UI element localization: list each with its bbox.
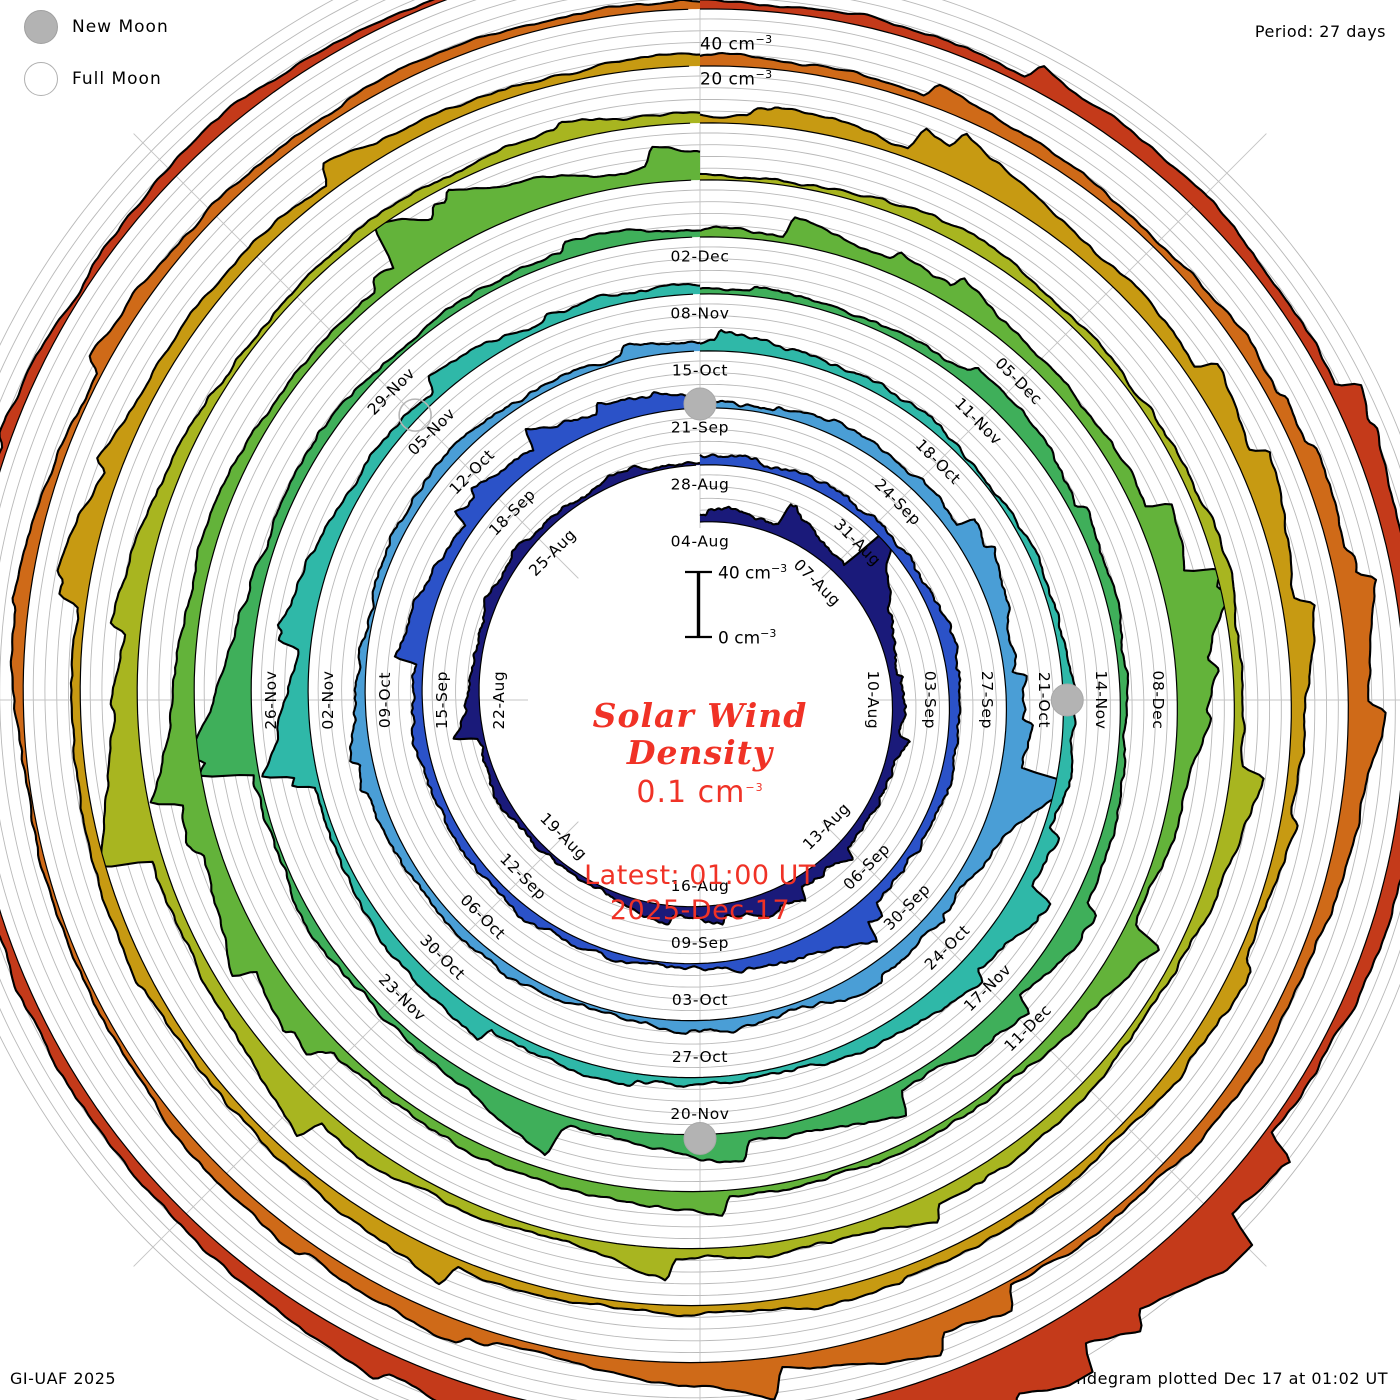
radial-axis-40-sup: −3 bbox=[755, 33, 773, 46]
spiral-date-label: 15-Sep bbox=[433, 671, 451, 729]
density-trace bbox=[261, 282, 1077, 1088]
density-trace bbox=[349, 340, 1064, 1035]
spiral-date-label: 10-Aug bbox=[864, 671, 882, 730]
full-moon-marker bbox=[398, 398, 432, 432]
radial-axis-label-20: 20 cm−3 bbox=[700, 68, 773, 90]
spiral-date-label: 14-Nov bbox=[1092, 670, 1110, 729]
spiral-date-label: 20-Nov bbox=[670, 1105, 729, 1123]
spiral-date-label: 04-Aug bbox=[671, 533, 730, 551]
density-trace bbox=[9, 0, 1387, 1400]
turn-baseline bbox=[79, 65, 1292, 1307]
plotted-timestamp-label: Condegram plotted Dec 17 at 01:02 UT bbox=[1054, 1369, 1388, 1388]
turn-baseline bbox=[478, 464, 894, 908]
new-moon-icon bbox=[24, 10, 58, 44]
spiral-date-label: 03-Oct bbox=[672, 991, 728, 1009]
legend-item-new-moon: New Moon bbox=[24, 10, 169, 44]
radial-axis-40-text: 40 cm bbox=[700, 34, 756, 55]
spiral-date-label: 28-Aug bbox=[671, 476, 730, 494]
new-moon-marker bbox=[1050, 683, 1084, 717]
density-trace bbox=[97, 111, 1265, 1282]
new-moon-marker bbox=[683, 1122, 717, 1155]
spiral-date-label: 03-Sep bbox=[921, 671, 939, 729]
spiral-date-label: 26-Nov bbox=[262, 670, 280, 729]
spiral-date-label: 16-Aug bbox=[671, 877, 730, 895]
density-trace bbox=[149, 145, 1230, 1217]
legend-item-full-moon: Full Moon bbox=[24, 62, 162, 96]
turn-baseline bbox=[307, 293, 1065, 1079]
full-moon-icon bbox=[24, 62, 58, 96]
moon-markers-layer bbox=[398, 387, 1084, 1155]
legend-label-full-moon: Full Moon bbox=[72, 69, 162, 89]
radial-axis-label-40: 40 cm−3 bbox=[700, 33, 773, 55]
density-trace bbox=[56, 52, 1316, 1318]
period-label: Period: 27 days bbox=[1254, 22, 1386, 41]
turn-baseline bbox=[22, 8, 1349, 1364]
spiral-date-label: 22-Aug bbox=[490, 671, 508, 730]
spiral-date-label: 27-Oct bbox=[672, 1048, 728, 1066]
spiral-date-label: 08-Nov bbox=[670, 305, 729, 323]
turn-baseline bbox=[136, 122, 1235, 1250]
spiral-date-label: 15-Oct bbox=[672, 362, 728, 380]
new-moon-marker bbox=[683, 387, 717, 421]
spiral-date-label: 27-Sep bbox=[978, 671, 996, 729]
spiral-date-label: 02-Nov bbox=[319, 670, 337, 729]
spiral-date-label: 09-Sep bbox=[671, 934, 729, 952]
radial-spoke bbox=[821, 133, 1267, 579]
legend-label-new-moon: New Moon bbox=[72, 17, 169, 37]
turn-baseline bbox=[193, 179, 1178, 1193]
density-trace bbox=[393, 391, 962, 974]
turn-baseline bbox=[364, 350, 1008, 1022]
density-trace bbox=[189, 228, 1130, 1164]
spiral-date-label: 21-Sep bbox=[671, 419, 729, 437]
spiral-date-label: 02-Dec bbox=[671, 248, 730, 266]
spiral-date-label: 21-Oct bbox=[1035, 672, 1053, 728]
spiral-date-label: 09-Oct bbox=[376, 672, 394, 728]
date-labels-layer: 04-Aug07-Aug10-Aug13-Aug16-Aug19-Aug22-A… bbox=[262, 248, 1167, 1124]
turn-baseline bbox=[421, 407, 950, 965]
density-trace bbox=[452, 461, 911, 926]
radial-axis-20-sup: −3 bbox=[755, 68, 773, 81]
spiral-date-label: 08-Dec bbox=[1149, 670, 1167, 729]
credit-label: GI-UAF 2025 bbox=[10, 1369, 117, 1388]
radial-axis-20-text: 20 cm bbox=[700, 69, 756, 90]
